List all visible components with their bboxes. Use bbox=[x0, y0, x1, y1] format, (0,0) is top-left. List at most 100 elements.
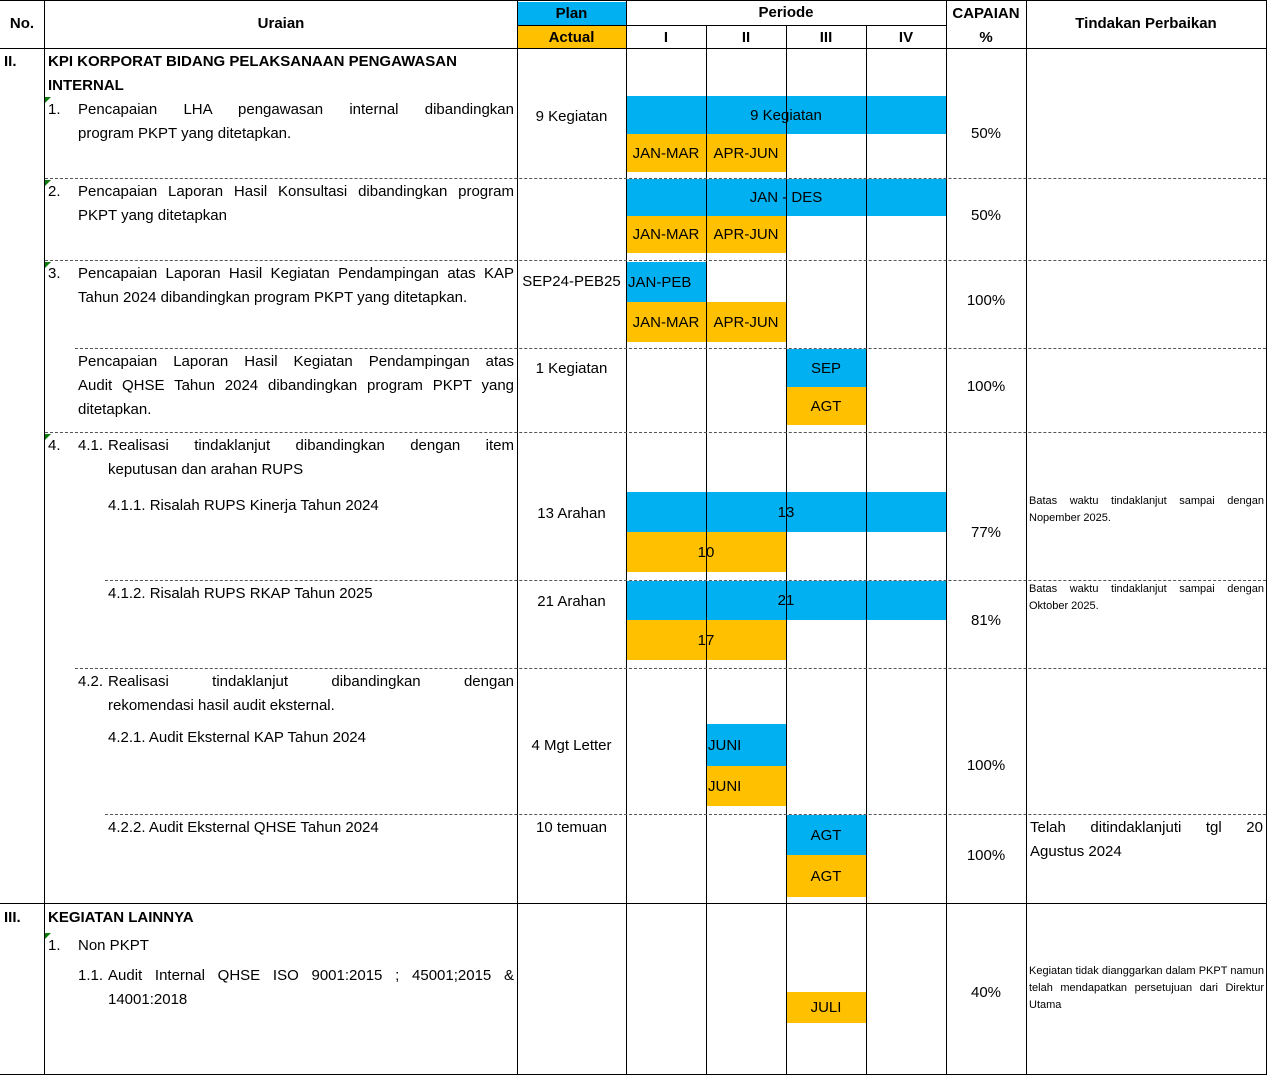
plan-value: 13 Arahan bbox=[537, 505, 606, 522]
actual-bar: APR-JUN bbox=[706, 302, 786, 342]
item-text: Audit QHSE Tahun 2024 dibandingkan progr… bbox=[78, 377, 514, 394]
header-percent: % bbox=[979, 29, 993, 46]
item-text: program PKPT yang ditetapkan. bbox=[78, 125, 292, 142]
item-text: Audit Internal QHSE ISO 9001:2015 ; 4500… bbox=[108, 967, 514, 984]
capaian-value: 40% bbox=[970, 984, 1002, 1001]
header-q3: III bbox=[819, 29, 833, 46]
comment-marker-icon bbox=[45, 97, 51, 103]
plan-value: SEP24-PEB25 bbox=[522, 273, 621, 290]
item-text: 4.2.2. Audit Eksternal QHSE Tahun 2024 bbox=[108, 819, 379, 836]
section-title: KEGIATAN LAINNYA bbox=[48, 909, 194, 926]
header-no: No. bbox=[9, 15, 35, 32]
grid-line bbox=[1026, 0, 1027, 1075]
grid-line bbox=[706, 25, 707, 1075]
tindakan-note: Telah ditindaklanjuti tgl 20 bbox=[1030, 819, 1263, 836]
comment-marker-icon bbox=[45, 262, 51, 268]
item-text: rekomendasi hasil audit eksternal. bbox=[108, 697, 335, 714]
item-text: Pencapaian Laporan Hasil Konsultasi diba… bbox=[78, 183, 514, 200]
grid-line bbox=[866, 25, 867, 1075]
item-text: keputusan dan arahan RUPS bbox=[108, 461, 304, 478]
tindakan-note: Agustus 2024 bbox=[1030, 843, 1122, 860]
grid-line bbox=[0, 48, 1267, 49]
grid-line bbox=[517, 0, 518, 1075]
item-text: Tahun 2024 dibandingkan program PKPT yan… bbox=[78, 289, 468, 306]
tindakan-note: Batas waktu tindaklanjut sampai dengan O… bbox=[1029, 583, 1264, 612]
item-text: 4.1.1. Risalah RUPS Kinerja Tahun 2024 bbox=[108, 497, 379, 514]
tindakan-note: Batas waktu tindaklanjut sampai dengan N… bbox=[1029, 495, 1264, 524]
section-number: II. bbox=[4, 53, 17, 70]
actual-header-bg bbox=[517, 26, 626, 48]
comment-marker-icon bbox=[45, 933, 51, 939]
grid-line bbox=[0, 0, 1267, 1]
plan-bar: JUNI bbox=[706, 724, 786, 766]
header-plan: Plan bbox=[555, 5, 588, 22]
capaian-value: 50% bbox=[970, 125, 1002, 142]
item-text: ditetapkan. bbox=[78, 401, 152, 418]
item-text: 4.1.2. Risalah RUPS RKAP Tahun 2025 bbox=[108, 585, 373, 602]
header-tindakan: Tindakan Perbaikan bbox=[1075, 15, 1217, 32]
item-text: Pencapaian LHA pengawasan internal diban… bbox=[78, 101, 514, 118]
item-number: 4. bbox=[48, 437, 61, 454]
item-text: Realisasi tindaklanjut dibandingkan deng… bbox=[108, 673, 514, 690]
header-q1: I bbox=[663, 29, 669, 46]
plan-value: 10 temuan bbox=[536, 819, 607, 836]
row-separator bbox=[105, 814, 1266, 815]
row-separator bbox=[45, 260, 1266, 261]
sub-number: 4.1. bbox=[78, 437, 104, 454]
grid-line bbox=[0, 1074, 1267, 1075]
item-text: Realisasi tindaklanjut dibandingkan deng… bbox=[108, 437, 514, 454]
plan-bar: SEP bbox=[786, 349, 866, 387]
actual-bar: JAN-MAR bbox=[626, 302, 706, 342]
row-separator bbox=[105, 580, 1266, 581]
comment-marker-icon bbox=[45, 180, 51, 186]
grid-line bbox=[786, 25, 787, 1075]
section-title: KPI KORPORAT BIDANG PELAKSANAAN PENGAWAS… bbox=[48, 53, 457, 70]
capaian-value: 50% bbox=[970, 207, 1002, 224]
capaian-value: 77% bbox=[970, 524, 1002, 541]
row-separator bbox=[75, 668, 1266, 669]
tindakan-note: Kegiatan tidak dianggarkan dalam PKPT na… bbox=[1029, 965, 1264, 1011]
row-separator bbox=[45, 432, 1266, 433]
item-number: 2. bbox=[48, 183, 61, 200]
header-periode: Periode bbox=[758, 4, 814, 21]
item-text: 14001:2018 bbox=[108, 991, 188, 1008]
plan-value: 1 Kegiatan bbox=[535, 360, 608, 377]
plan-value: 21 Arahan bbox=[537, 593, 606, 610]
section-number: III. bbox=[4, 909, 21, 926]
header-q4: IV bbox=[898, 29, 914, 46]
header-actual: Actual bbox=[548, 29, 595, 46]
item-text: Pencapaian Laporan Hasil Kegiatan Pendam… bbox=[78, 353, 514, 370]
sub-number: 1.1. bbox=[78, 967, 104, 984]
capaian-value: 100% bbox=[966, 292, 1006, 309]
header-capaian: CAPAIAN bbox=[952, 5, 1020, 22]
row-separator bbox=[45, 178, 1266, 179]
actual-bar: AGT bbox=[786, 387, 866, 425]
item-text: Non PKPT bbox=[78, 937, 149, 954]
row-separator bbox=[75, 348, 1266, 349]
actual-bar: APR-JUN bbox=[706, 216, 786, 253]
capaian-value: 100% bbox=[966, 757, 1006, 774]
header-q2: II bbox=[741, 29, 751, 46]
section-title: INTERNAL bbox=[48, 77, 124, 94]
actual-bar: JAN-MAR bbox=[626, 134, 706, 172]
grid-line bbox=[946, 0, 947, 1075]
plan-bar: JAN-PEB bbox=[626, 262, 706, 302]
header-uraian: Uraian bbox=[257, 15, 305, 32]
item-number: 1. bbox=[48, 937, 61, 954]
item-number: 3. bbox=[48, 265, 61, 282]
capaian-value: 100% bbox=[966, 378, 1006, 395]
capaian-value: 81% bbox=[970, 612, 1002, 629]
plan-bar: AGT bbox=[786, 815, 866, 855]
plan-value: 9 Kegiatan bbox=[535, 108, 608, 125]
item-text: Pencapaian Laporan Hasil Kegiatan Pendam… bbox=[78, 265, 514, 282]
capaian-value: 100% bbox=[966, 847, 1006, 864]
item-text: 4.2.1. Audit Eksternal KAP Tahun 2024 bbox=[108, 729, 366, 746]
grid-line bbox=[0, 903, 1267, 904]
actual-bar: JULI bbox=[786, 992, 866, 1023]
actual-bar: AGT bbox=[786, 855, 866, 897]
plan-value: 4 Mgt Letter bbox=[531, 737, 612, 754]
grid-line bbox=[44, 0, 45, 1075]
actual-bar: JAN-MAR bbox=[626, 216, 706, 253]
item-number: 1. bbox=[48, 101, 61, 118]
comment-marker-icon bbox=[45, 434, 51, 440]
